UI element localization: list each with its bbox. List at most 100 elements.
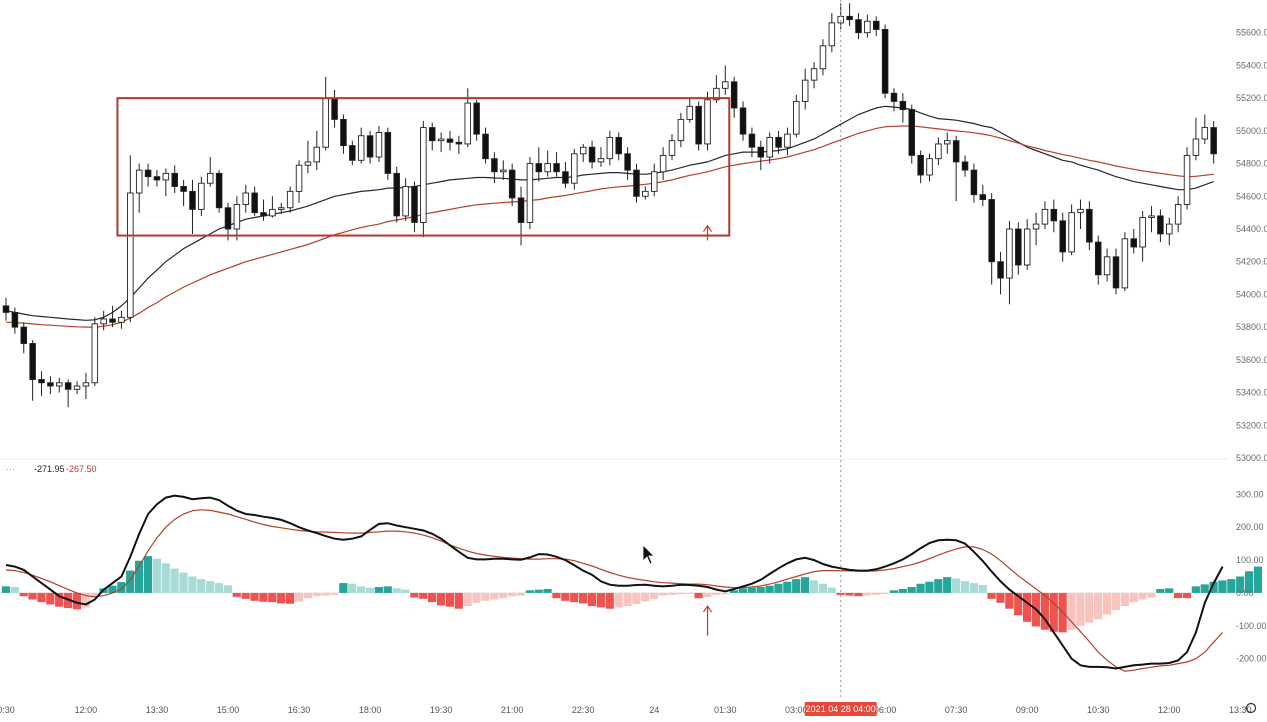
histogram-bar xyxy=(1085,592,1094,623)
histogram-bar xyxy=(303,592,312,599)
macd-tick-label: -100.00 xyxy=(1236,621,1267,631)
candle-body xyxy=(1174,204,1182,225)
candle-body xyxy=(242,192,250,205)
histogram-bar xyxy=(738,588,748,593)
macd-panel[interactable] xyxy=(0,494,1263,672)
candle-body xyxy=(11,311,19,328)
histogram-bar xyxy=(152,558,161,593)
candle-body xyxy=(251,192,258,214)
candle-body xyxy=(473,102,480,135)
histogram-bar xyxy=(428,592,437,603)
histogram-bar xyxy=(712,592,721,595)
histogram-bar xyxy=(765,585,774,593)
price-axis[interactable]: 55600.00 55400.00 55200.00 55000.00 54800.00… xyxy=(1236,28,1267,463)
histogram-bar xyxy=(596,592,605,608)
histogram-bar xyxy=(729,590,739,593)
candle-body xyxy=(846,15,853,21)
candle-body xyxy=(917,154,924,176)
histogram-bar xyxy=(392,588,401,593)
price-tick-label: 55400.00 xyxy=(1236,60,1267,70)
candle-body xyxy=(597,158,605,163)
candle-body xyxy=(153,176,161,181)
histogram-bar xyxy=(525,590,534,593)
candle-body xyxy=(73,385,81,390)
time-tick-label: 22:30 xyxy=(572,705,595,715)
circle-settings-icon[interactable] xyxy=(1245,702,1257,714)
histogram-bar xyxy=(499,592,508,599)
histogram-bar xyxy=(951,578,961,593)
candle-body xyxy=(100,318,107,325)
time-tick-label: 15:00 xyxy=(217,705,240,715)
time-tick-label: 12:00 xyxy=(1158,705,1181,715)
candle-body xyxy=(1201,127,1209,140)
candle-body xyxy=(313,146,321,163)
candle-body xyxy=(1157,215,1164,235)
histogram-bar xyxy=(481,592,490,601)
histogram-bar xyxy=(170,568,179,593)
candle-body xyxy=(171,172,178,187)
candle-body xyxy=(819,45,827,70)
candle-body xyxy=(109,318,116,323)
candle-body xyxy=(224,207,232,230)
histogram-bar xyxy=(1040,592,1049,630)
histogram-bar xyxy=(1005,592,1014,609)
macd-axis[interactable]: 300.00 200.00 100.00 0.00 -100.00 -200.00 xyxy=(1236,489,1267,663)
price-arrow-head xyxy=(703,224,713,233)
candle-body xyxy=(56,382,63,387)
histogram-bar xyxy=(383,586,392,593)
macd-tick-label: 0.00 xyxy=(1236,588,1254,598)
candle-body xyxy=(571,153,578,184)
signal-legend-value: -267.50 xyxy=(66,464,97,474)
candle-body xyxy=(562,171,569,184)
histogram-bar xyxy=(1236,576,1245,593)
candle-body xyxy=(1023,228,1031,266)
histogram-bar xyxy=(658,592,668,596)
histogram-bar xyxy=(268,592,277,603)
candle-body xyxy=(420,127,427,223)
histogram-bar xyxy=(818,583,827,593)
histogram-bar xyxy=(1182,592,1192,599)
histogram-bar xyxy=(161,563,170,593)
time-tick-label: 19:30 xyxy=(430,705,453,715)
histogram-bar xyxy=(650,592,659,599)
candle-body xyxy=(890,92,898,102)
histogram-bar xyxy=(1245,571,1254,593)
candle-body xyxy=(47,382,54,387)
histogram-bar xyxy=(206,581,215,593)
candle-body xyxy=(864,20,871,34)
histogram-bar xyxy=(294,592,304,602)
histogram-bar xyxy=(907,587,916,593)
candle-body xyxy=(899,100,907,111)
candle-body xyxy=(349,145,356,161)
candle-body xyxy=(944,140,951,145)
time-tick-label: 0:30 xyxy=(0,705,15,715)
candle-body xyxy=(64,382,72,390)
time-tick-label: 07:30 xyxy=(945,705,968,715)
histogram-bar xyxy=(721,592,730,595)
histogram-bar xyxy=(1138,592,1147,600)
histogram-bar xyxy=(641,592,650,602)
candle-body xyxy=(1121,238,1129,289)
candle-body xyxy=(606,136,614,160)
candle-body xyxy=(304,161,312,166)
candle-body xyxy=(553,163,560,173)
candle-body xyxy=(926,158,933,176)
candle-body xyxy=(38,379,45,384)
candle-body xyxy=(491,158,498,173)
candle-body xyxy=(162,172,170,181)
price-panel[interactable] xyxy=(0,3,1228,460)
candle-body xyxy=(793,100,800,135)
candle-body xyxy=(1059,220,1066,253)
time-tick-label: 16:30 xyxy=(288,705,311,715)
histogram-bar xyxy=(694,592,703,599)
candle-body xyxy=(810,68,818,81)
candle-body xyxy=(428,127,436,142)
time-axis[interactable]: 0:30 12:00 13:30 15:00 16:30 18:00 19:30 21:00 2… xyxy=(0,705,1267,715)
histogram-bar xyxy=(241,592,250,599)
crosshair-time-label: 2021 04 28 04:00 xyxy=(806,704,876,714)
candle-body xyxy=(775,136,782,148)
time-tick-label: 18:00 xyxy=(359,705,382,715)
histogram-bar xyxy=(1049,592,1058,632)
